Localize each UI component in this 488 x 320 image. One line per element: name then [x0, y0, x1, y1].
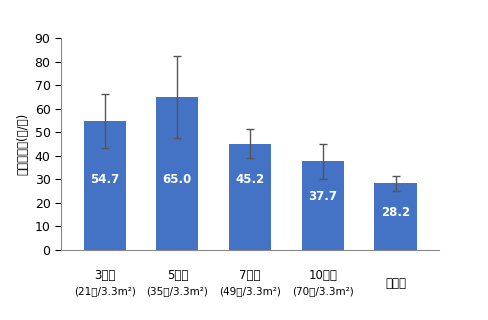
Y-axis label: 총출현경수(개/주): 총출현경수(개/주) — [16, 113, 29, 175]
Text: (35경/3.3m²): (35경/3.3m²) — [146, 286, 208, 296]
Text: 7줄기: 7줄기 — [239, 269, 261, 282]
Text: 28.2: 28.2 — [381, 206, 410, 219]
Bar — [302, 161, 344, 250]
Text: 37.7: 37.7 — [308, 190, 337, 203]
Text: 3줄기: 3줄기 — [94, 269, 115, 282]
Text: 무처리: 무처리 — [385, 277, 406, 290]
Text: 54.7: 54.7 — [90, 173, 119, 186]
Text: (49경/3.3m²): (49경/3.3m²) — [219, 286, 281, 296]
Text: (21경/3.3m²): (21경/3.3m²) — [74, 286, 136, 296]
Text: 65.0: 65.0 — [163, 173, 192, 186]
Text: 10줄기: 10줄기 — [308, 269, 337, 282]
Text: 5줄기: 5줄기 — [167, 269, 188, 282]
Text: 45.2: 45.2 — [236, 173, 264, 186]
Text: (70경/3.3m²): (70경/3.3m²) — [292, 286, 354, 296]
Bar — [374, 183, 417, 250]
Bar — [229, 144, 271, 250]
Bar — [83, 121, 126, 250]
Bar — [156, 97, 199, 250]
